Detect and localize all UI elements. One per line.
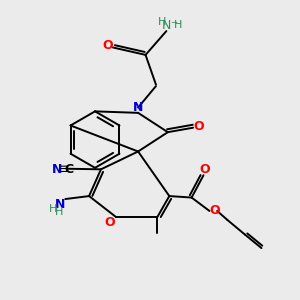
Text: H: H	[173, 20, 182, 30]
Text: O: O	[104, 216, 115, 229]
Text: H: H	[55, 207, 63, 218]
Text: O: O	[200, 164, 210, 176]
Text: N: N	[52, 163, 62, 176]
Text: H: H	[158, 17, 166, 27]
Text: ≡: ≡	[59, 163, 69, 176]
Text: N: N	[133, 101, 143, 114]
Text: O: O	[209, 204, 220, 217]
Text: C: C	[64, 163, 74, 176]
Text: O: O	[102, 40, 113, 52]
Text: N: N	[55, 199, 65, 212]
Text: N: N	[162, 19, 171, 32]
Text: ─: ─	[171, 18, 176, 27]
Text: O: O	[193, 120, 204, 133]
Text: H: H	[49, 204, 58, 214]
